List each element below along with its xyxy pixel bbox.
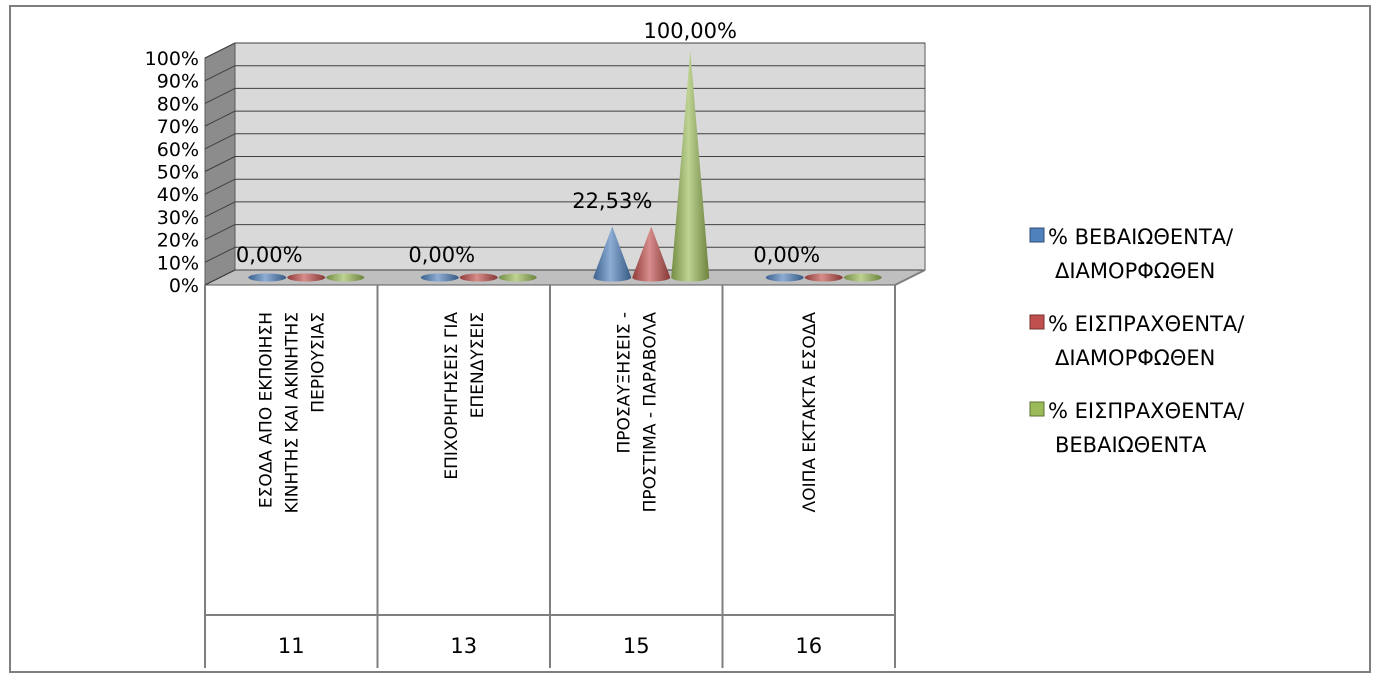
cone-base: [420, 273, 459, 282]
cone-base: [843, 273, 882, 282]
data-label: 0,00%: [408, 243, 475, 267]
cone-base: [248, 273, 287, 282]
gridline-side: [204, 201, 236, 218]
category-table: ΕΣΟΔΑ ΑΠΟ ΕΚΠΟΙΗΣΗ ΚΙΝΗΤΗΣ ΚΑΙ ΑΚΙΝΗΤΗΣ ΠΕ…: [204, 269, 926, 668]
category-code: 11: [278, 634, 305, 658]
category-label: ΛΟΙΠΑ ΕΚΤΑΚΤΑ ΕΣΟΔΑ: [800, 312, 820, 513]
y-tick-label: 90%: [157, 71, 199, 93]
category-code: 16: [795, 634, 822, 658]
category-label: ΠΕΡΙΟΥΣΙΑΣ: [308, 312, 328, 413]
data-label: 22,53%: [572, 189, 652, 213]
data-label: 100,00%: [644, 19, 737, 43]
gridline-side: [204, 110, 236, 127]
category-label: ΠΡΟΣΤΙΜΑ - ΠΑΡΑΒΟΛΑ: [640, 312, 660, 513]
cone-base: [326, 273, 365, 282]
gridline-side: [204, 269, 236, 286]
cone-base: [459, 273, 498, 282]
gridline-side: [204, 178, 236, 195]
cone: [593, 226, 632, 282]
data-label: 0,00%: [753, 243, 820, 267]
y-tick-label: 60%: [157, 139, 199, 161]
category-code: 15: [623, 634, 650, 658]
legend-entry-label: ΔΙΑΜΟΡΦΩΘΕΝ: [1055, 259, 1215, 283]
data-labels: 0,00% 0,00% 22,53% 100,00% 0,00%: [236, 19, 820, 267]
legend-entry-label: % ΕΙΣΠΡΑΧΘΕΝΤΑ/: [1048, 312, 1245, 336]
cone-base: [498, 273, 537, 282]
legend-swatch: [1029, 401, 1045, 417]
gridlines: [204, 42, 925, 286]
cone: [632, 226, 671, 282]
legend-swatch: [1029, 227, 1045, 243]
y-tick-label: 40%: [157, 184, 199, 206]
legend-entry-label: ΒΕΒΑΙΩΘΕΝΤΑ: [1055, 433, 1207, 457]
legend-entry-label: % ΒΕΒΑΙΩΘΕΝΤΑ/: [1048, 225, 1234, 249]
y-tick-label: 50%: [157, 162, 199, 184]
gridline-side: [204, 224, 236, 241]
y-tick-label: 20%: [157, 230, 199, 252]
cones: [248, 50, 882, 282]
category-label: ΕΠΕΝΔΥΣΕΙΣ: [468, 312, 488, 418]
cone-base: [804, 273, 843, 282]
y-axis-ticks: 0%10%20%30%40%50%60%70%80%90%100%: [145, 48, 199, 297]
cone-base: [765, 273, 804, 282]
gridline-side: [204, 133, 236, 150]
y-tick-label: 10%: [157, 252, 199, 274]
y-tick-label: 70%: [157, 116, 199, 138]
gridline-side: [204, 87, 236, 104]
legend-entry-label: ΔΙΑΜΟΡΦΩΘΕΝ: [1055, 346, 1215, 370]
gridline-side: [204, 246, 236, 263]
legend: % ΒΕΒΑΙΩΘΕΝΤΑ/ΔΙΑΜΟΡΦΩΘΕΝ % ΕΙΣΠΡΑΧΘΕΝΤΑ/…: [1029, 225, 1245, 457]
gridline-side: [204, 42, 236, 59]
y-tick-label: 0%: [169, 275, 199, 297]
cone-base: [287, 273, 326, 282]
category-label: ΠΡΟΣΑΥΞΗΣΕΙΣ -: [614, 312, 634, 453]
category-label: ΚΙΝΗΤΗΣ ΚΑΙ ΑΚΙΝΗΤΗΣ: [282, 312, 302, 513]
y-tick-label: 100%: [145, 48, 199, 70]
floor-edge: [894, 269, 926, 286]
category-label: ΕΣΟΔΑ ΑΠΟ ΕΚΠΟΙΗΣΗ: [256, 312, 276, 508]
legend-swatch: [1029, 314, 1045, 330]
category-label: ΕΠΙΧΟΡΗΓΗΣΕΙΣ ΓΙΑ: [442, 312, 462, 480]
gridline-side: [204, 65, 236, 82]
data-label: 0,00%: [236, 243, 303, 267]
legend-entry-label: % ΕΙΣΠΡΑΧΘΕΝΤΑ/: [1048, 399, 1245, 423]
y-tick-label: 80%: [157, 93, 199, 115]
y-tick-label: 30%: [157, 207, 199, 229]
category-code: 13: [450, 634, 477, 658]
gridline-side: [204, 156, 236, 172]
cone: [671, 50, 710, 282]
